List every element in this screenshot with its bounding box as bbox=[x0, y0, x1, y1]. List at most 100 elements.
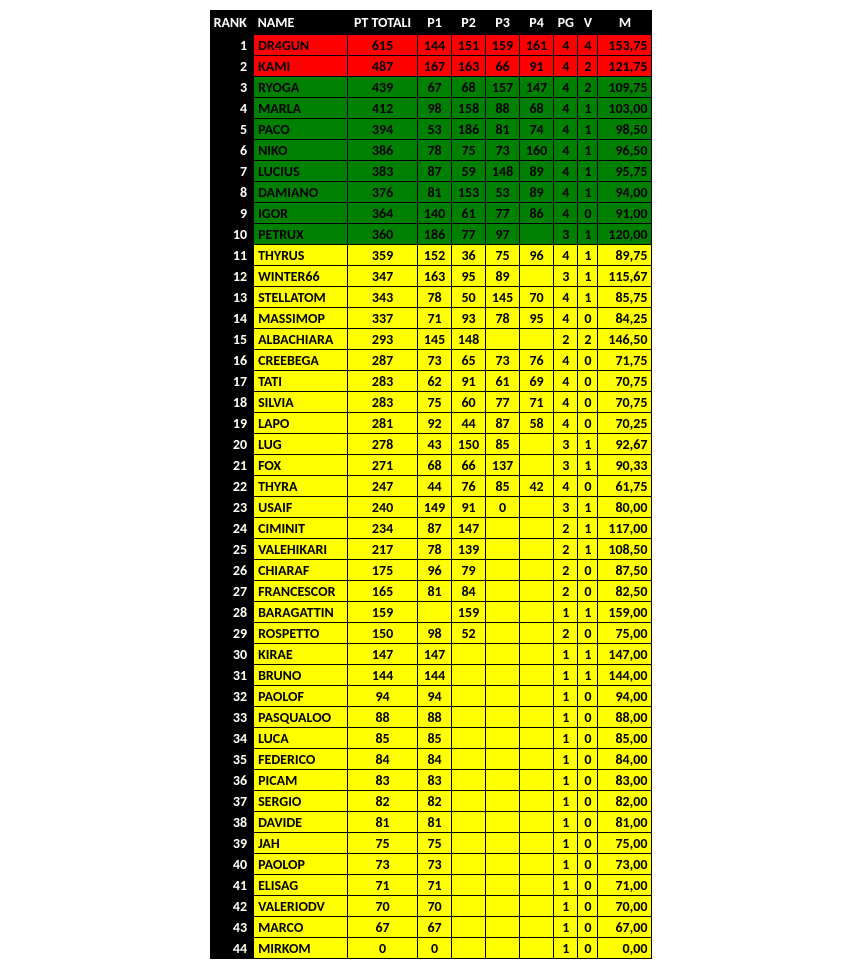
cell-p4: 74 bbox=[520, 119, 554, 140]
cell-pt: 383 bbox=[348, 161, 418, 182]
cell-v: 1 bbox=[578, 644, 598, 665]
cell-p3 bbox=[486, 623, 520, 644]
cell-pt: 394 bbox=[348, 119, 418, 140]
cell-pt: 94 bbox=[348, 686, 418, 707]
cell-p4: 42 bbox=[520, 476, 554, 497]
cell-p4: 71 bbox=[520, 392, 554, 413]
table-row: 6NIKO3867875731604196,50 bbox=[210, 140, 652, 161]
cell-p2: 159 bbox=[452, 602, 486, 623]
cell-name: DR4GUN bbox=[254, 35, 348, 56]
table-row: 23USAIF2401499103180,00 bbox=[210, 497, 652, 518]
cell-pt: 359 bbox=[348, 245, 418, 266]
cell-rank: 22 bbox=[210, 476, 254, 497]
table-row: 44MIRKOM00100,00 bbox=[210, 938, 652, 959]
cell-p3: 137 bbox=[486, 455, 520, 476]
table-row: 32PAOLOF94941094,00 bbox=[210, 686, 652, 707]
cell-p4 bbox=[520, 728, 554, 749]
cell-name: MARLA bbox=[254, 98, 348, 119]
cell-pt: 75 bbox=[348, 833, 418, 854]
cell-p1: 81 bbox=[418, 812, 452, 833]
cell-pg: 4 bbox=[554, 392, 578, 413]
cell-p3 bbox=[486, 644, 520, 665]
cell-p1: 83 bbox=[418, 770, 452, 791]
cell-rank: 18 bbox=[210, 392, 254, 413]
cell-p3 bbox=[486, 854, 520, 875]
cell-name: PASQUALOO bbox=[254, 707, 348, 728]
cell-v: 1 bbox=[578, 665, 598, 686]
cell-p3: 66 bbox=[486, 56, 520, 77]
cell-m: 95,75 bbox=[598, 161, 652, 182]
cell-name: CIMINIT bbox=[254, 518, 348, 539]
cell-p1: 152 bbox=[418, 245, 452, 266]
cell-m: 70,25 bbox=[598, 413, 652, 434]
cell-p1: 144 bbox=[418, 35, 452, 56]
cell-pg: 2 bbox=[554, 623, 578, 644]
cell-pt: 347 bbox=[348, 266, 418, 287]
cell-pg: 1 bbox=[554, 728, 578, 749]
table-row: 37SERGIO82821082,00 bbox=[210, 791, 652, 812]
cell-p3 bbox=[486, 728, 520, 749]
cell-p1: 62 bbox=[418, 371, 452, 392]
cell-p2: 91 bbox=[452, 497, 486, 518]
cell-pt: 73 bbox=[348, 854, 418, 875]
cell-p2: 61 bbox=[452, 203, 486, 224]
cell-pg: 3 bbox=[554, 434, 578, 455]
cell-v: 0 bbox=[578, 770, 598, 791]
cell-p4 bbox=[520, 644, 554, 665]
cell-v: 1 bbox=[578, 518, 598, 539]
cell-p3: 0 bbox=[486, 497, 520, 518]
cell-m: 70,75 bbox=[598, 392, 652, 413]
cell-m: 98,50 bbox=[598, 119, 652, 140]
cell-name: DAMIANO bbox=[254, 182, 348, 203]
cell-rank: 5 bbox=[210, 119, 254, 140]
table-row: 25VALEHIKARI2177813921108,50 bbox=[210, 539, 652, 560]
cell-m: 94,00 bbox=[598, 182, 652, 203]
cell-pg: 1 bbox=[554, 707, 578, 728]
cell-p4 bbox=[520, 896, 554, 917]
cell-m: 61,75 bbox=[598, 476, 652, 497]
cell-p2: 163 bbox=[452, 56, 486, 77]
cell-v: 1 bbox=[578, 98, 598, 119]
cell-pg: 1 bbox=[554, 833, 578, 854]
cell-pt: 234 bbox=[348, 518, 418, 539]
cell-p2: 186 bbox=[452, 119, 486, 140]
cell-name: MASSIMOP bbox=[254, 308, 348, 329]
cell-rank: 10 bbox=[210, 224, 254, 245]
cell-m: 71,75 bbox=[598, 350, 652, 371]
cell-p4: 68 bbox=[520, 98, 554, 119]
cell-name: LAPO bbox=[254, 413, 348, 434]
cell-m: 87,50 bbox=[598, 560, 652, 581]
cell-m: 80,00 bbox=[598, 497, 652, 518]
cell-p1: 87 bbox=[418, 161, 452, 182]
cell-p3 bbox=[486, 875, 520, 896]
cell-p4 bbox=[520, 560, 554, 581]
cell-p2: 147 bbox=[452, 518, 486, 539]
cell-pt: 175 bbox=[348, 560, 418, 581]
cell-v: 0 bbox=[578, 707, 598, 728]
table-row: 4MARLA41298158886841103,00 bbox=[210, 98, 652, 119]
cell-p2: 36 bbox=[452, 245, 486, 266]
cell-m: 75,00 bbox=[598, 833, 652, 854]
cell-p2: 158 bbox=[452, 98, 486, 119]
cell-rank: 1 bbox=[210, 35, 254, 56]
cell-name: LUCA bbox=[254, 728, 348, 749]
cell-p3: 73 bbox=[486, 350, 520, 371]
cell-p1: 43 bbox=[418, 434, 452, 455]
cell-m: 84,00 bbox=[598, 749, 652, 770]
cell-name: PAOLOF bbox=[254, 686, 348, 707]
cell-pt: 217 bbox=[348, 539, 418, 560]
cell-p2 bbox=[452, 686, 486, 707]
cell-m: 91,00 bbox=[598, 203, 652, 224]
cell-rank: 24 bbox=[210, 518, 254, 539]
cell-v: 1 bbox=[578, 266, 598, 287]
table-row: 11THYRUS3591523675964189,75 bbox=[210, 245, 652, 266]
cell-p3: 145 bbox=[486, 287, 520, 308]
cell-pg: 2 bbox=[554, 539, 578, 560]
cell-v: 1 bbox=[578, 140, 598, 161]
cell-rank: 37 bbox=[210, 791, 254, 812]
cell-p4: 69 bbox=[520, 371, 554, 392]
cell-name: KIRAE bbox=[254, 644, 348, 665]
cell-name: PAOLOP bbox=[254, 854, 348, 875]
cell-v: 0 bbox=[578, 392, 598, 413]
cell-pg: 1 bbox=[554, 749, 578, 770]
